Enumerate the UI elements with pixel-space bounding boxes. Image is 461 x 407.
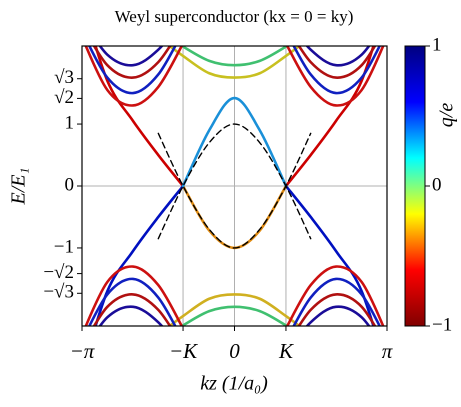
colorbar-label: q/e <box>436 103 458 128</box>
band-line <box>98 305 371 326</box>
x-tick-label: K <box>278 339 294 363</box>
y-tick-label: √2 <box>54 87 74 108</box>
colorbar-tick-label: 1 <box>432 34 442 55</box>
colorbar-tick-label: −1 <box>432 314 452 335</box>
band-line <box>84 265 385 326</box>
band-line <box>98 46 371 67</box>
band-line <box>92 293 377 326</box>
y-tick-label: 1 <box>65 112 75 133</box>
band-line <box>179 305 290 326</box>
x-tick-label: π <box>382 339 393 363</box>
y-tick-label: −√2 <box>43 262 74 283</box>
y-tick-label: 0 <box>65 174 75 195</box>
y-tick-label: −√3 <box>43 282 74 303</box>
y-axis-label: E/E₁ <box>8 168 30 206</box>
x-tick-label: 0 <box>229 339 240 363</box>
band-line <box>87 277 382 326</box>
chart-title: Weyl superconductor (kx = 0 = ky) <box>115 7 354 26</box>
plot-area <box>84 46 385 326</box>
colorbar <box>404 45 426 327</box>
x-axis-label: kz (1/a₀) <box>200 373 268 395</box>
band-line <box>92 46 377 79</box>
y-tick-label: √3 <box>54 67 74 88</box>
x-tick-label: −K <box>169 339 198 363</box>
x-tick-label: −π <box>70 339 95 363</box>
band-line <box>167 293 302 326</box>
band-line <box>179 46 290 67</box>
band-line <box>167 46 302 79</box>
band-line <box>84 46 385 107</box>
colorbar-tick-label: 0 <box>432 174 442 195</box>
y-tick-label: −1 <box>54 236 74 257</box>
band-line <box>181 96 288 188</box>
band-line <box>87 46 382 95</box>
grid <box>82 46 387 326</box>
band-line <box>157 132 312 249</box>
